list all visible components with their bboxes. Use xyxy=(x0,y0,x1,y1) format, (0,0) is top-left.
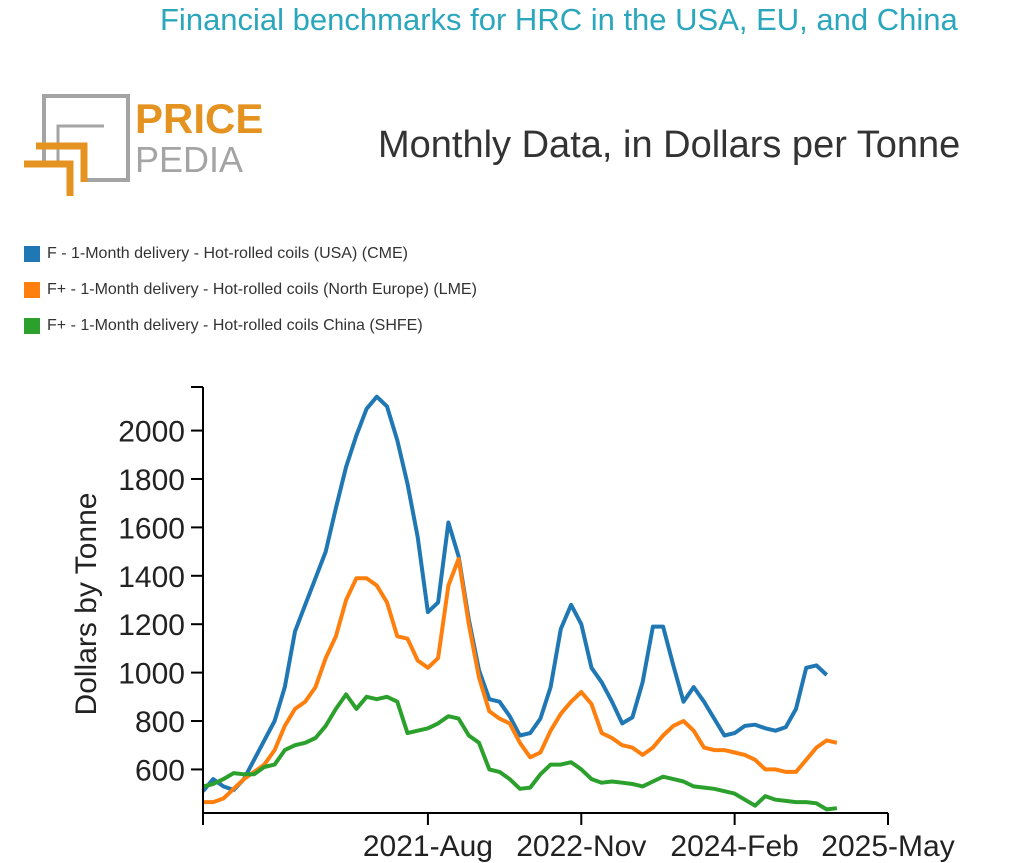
page-title: Financial benchmarks for HRC in the USA,… xyxy=(160,2,958,37)
y-tick-label: 800 xyxy=(135,706,185,739)
y-tick-label: 2000 xyxy=(118,416,185,449)
legend-item-china[interactable]: F+ - 1-Month delivery - Hot-rolled coils… xyxy=(24,314,477,338)
x-tick-label: 2025-May xyxy=(821,830,954,863)
x-tick-label: 2022-Nov xyxy=(516,830,646,863)
logo-text-pedia: PEDIA xyxy=(135,139,243,180)
series-line-china xyxy=(202,692,838,812)
y-tick-label: 1800 xyxy=(118,464,185,497)
pricepedia-logo: PRICE PEDIA xyxy=(24,94,263,196)
series-line-north-europe xyxy=(203,556,838,805)
x-tick-label: 2021-Aug xyxy=(363,830,493,863)
y-tick-label: 1200 xyxy=(118,609,185,642)
logo-mark xyxy=(24,94,130,196)
legend-item-usa[interactable]: F - 1-Month delivery - Hot-rolled coils … xyxy=(24,242,477,266)
legend-label-china: F+ - 1-Month delivery - Hot-rolled coils… xyxy=(47,317,423,334)
legend-swatch-usa xyxy=(24,246,40,262)
line-chart: 600 800 1000 1200 1400 1600 1800 2000 2021-Aug 20… xyxy=(70,386,955,863)
legend-label-north-europe: F+ - 1-Month delivery - Hot-rolled coils… xyxy=(47,281,477,298)
chart-title: Monthly Data, in Dollars per Tonne xyxy=(378,124,961,166)
y-tick-label: 1000 xyxy=(118,658,185,691)
chart-legend: F - 1-Month delivery - Hot-rolled coils … xyxy=(24,242,477,350)
x-tick-label: 2024-Feb xyxy=(670,830,798,863)
series-line-usa xyxy=(201,394,829,793)
legend-item-north-europe[interactable]: F+ - 1-Month delivery - Hot-rolled coils… xyxy=(24,278,477,302)
y-tick-label: 1400 xyxy=(118,561,185,594)
legend-label-usa: F - 1-Month delivery - Hot-rolled coils … xyxy=(47,245,408,262)
y-tick-label: 600 xyxy=(135,754,185,787)
y-tick-label: 1600 xyxy=(118,512,185,545)
y-axis-label: Dollars by Tonne xyxy=(70,493,103,716)
logo-text-price: PRICE xyxy=(135,95,263,142)
legend-swatch-china xyxy=(24,318,40,334)
legend-swatch-north-europe xyxy=(24,282,40,298)
